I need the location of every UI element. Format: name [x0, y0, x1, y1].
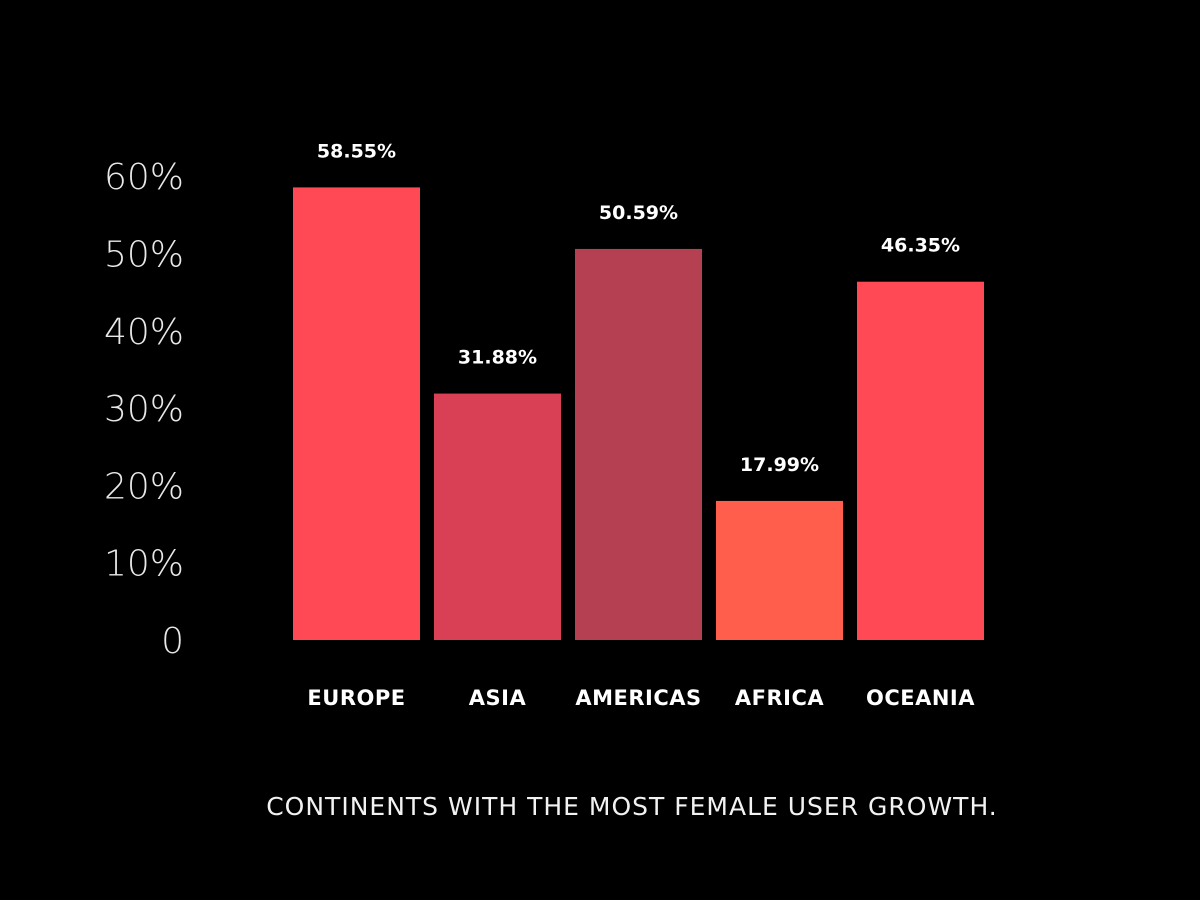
y-tick-label: 20%	[104, 466, 184, 507]
y-tick-label: 50%	[104, 235, 184, 276]
bars-group	[293, 187, 984, 640]
y-tick-label: 10%	[104, 544, 184, 585]
value-label-europe: 58.55%	[317, 140, 396, 162]
y-tick-label: 0	[161, 621, 184, 662]
value-label-oceania: 46.35%	[881, 235, 960, 257]
category-label-africa: AFRICA	[735, 686, 824, 710]
bar-oceania	[857, 281, 984, 640]
y-axis: 0 10% 20% 30% 40% 50% 60%	[104, 157, 184, 662]
bar-asia	[434, 393, 561, 640]
y-tick-label: 60%	[104, 157, 184, 198]
chart-title: CONTINENTS WITH THE MOST FEMALE USER GRO…	[266, 792, 998, 821]
x-axis: EUROPE ASIA AMERICAS AFRICA OCEANIA	[307, 686, 975, 710]
category-label-europe: EUROPE	[307, 686, 405, 710]
bar-europe	[293, 187, 420, 640]
y-tick-label: 40%	[104, 312, 184, 353]
value-label-americas: 50.59%	[599, 202, 678, 224]
category-label-asia: ASIA	[469, 686, 527, 710]
category-label-americas: AMERICAS	[575, 686, 701, 710]
bar-africa	[716, 500, 843, 640]
bar-americas	[575, 248, 702, 640]
value-label-asia: 31.88%	[458, 347, 537, 369]
category-label-oceania: OCEANIA	[866, 686, 975, 710]
value-labels-group: 58.55% 31.88% 50.59% 17.99% 46.35%	[317, 140, 960, 476]
y-tick-label: 30%	[104, 389, 184, 430]
value-label-africa: 17.99%	[740, 454, 819, 476]
